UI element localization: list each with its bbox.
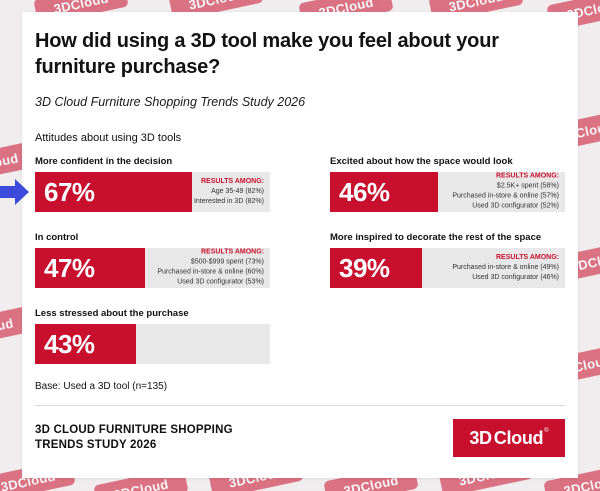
bar-less-stressed: Less stressed about the purchase 43%: [35, 307, 270, 364]
bar-value: 67%: [44, 176, 95, 207]
footer-study-name: 3D CLOUD FURNITURE SHOPPING TRENDS STUDY…: [35, 424, 233, 451]
bar-track: 47% RESULTS AMONG: $500-$999 spent (73%)…: [35, 248, 270, 288]
bar-track: 67% RESULTS AMONG: Age 35-49 (82%) Inter…: [35, 172, 270, 212]
results-block: RESULTS AMONG: $2.5K+ spent (58%) Purcha…: [452, 172, 559, 213]
results-line: Used 3D configurator (52%): [472, 203, 559, 211]
study-subtitle: 3D Cloud Furniture Shopping Trends Study…: [35, 95, 306, 109]
bar-label: In control: [35, 232, 79, 243]
results-line: $2.5K+ spent (58%): [496, 182, 559, 190]
results-line: Purchased in-store & online (60%): [157, 269, 264, 276]
page-title: How did using a 3D tool make you feel ab…: [35, 30, 499, 78]
bar-value: 39%: [339, 252, 390, 283]
logo-text-3d: 3D: [469, 427, 492, 448]
bar-fill: 47%: [35, 248, 146, 288]
results-line: Interested in 3D (82%): [193, 198, 264, 206]
bar-track: 46% RESULTS AMONG: $2.5K+ spent (58%) Pu…: [330, 172, 565, 212]
bar-excited: Excited about how the space would look 4…: [330, 155, 565, 212]
results-among-title: RESULTS AMONG:: [201, 177, 264, 185]
brand-logo: 3D Cloud ®: [453, 419, 565, 457]
footer-divider: [35, 405, 565, 406]
results-line: Used 3D configurator (53%): [177, 279, 264, 287]
results-among-title: RESULTS AMONG:: [496, 253, 559, 261]
results-line: Age 35-49 (82%): [211, 187, 264, 195]
report-card: How did using a 3D tool make you feel ab…: [22, 12, 578, 478]
results-line: $500-$999 spent (73%): [190, 258, 264, 266]
results-line: Purchased in-store & online (57%): [452, 193, 559, 200]
arrow-icon: [0, 179, 29, 205]
section-label: Attitudes about using 3D tools: [35, 132, 182, 144]
right-column: Excited about how the space would look 4…: [330, 155, 565, 364]
bar-in-control: In control 47% RESULTS AMONG: $500-$999 …: [35, 231, 270, 288]
bar-more-inspired: More inspired to decorate the rest of th…: [330, 231, 565, 288]
bar-columns: More confident in the decision 67% RESUL…: [35, 155, 565, 364]
results-block: RESULTS AMONG: Age 35-49 (82%) Intereste…: [194, 177, 264, 207]
results-among-title: RESULTS AMONG:: [201, 248, 264, 256]
bar-fill: 67%: [35, 172, 193, 212]
bar-track: 39% RESULTS AMONG: Purchased in-store & …: [330, 248, 565, 288]
base-note: Base: Used a 3D tool (n=135): [35, 381, 168, 392]
bar-value: 46%: [339, 176, 390, 207]
bar-value: 47%: [44, 252, 95, 283]
results-among-title: RESULTS AMONG:: [496, 172, 559, 180]
logo-text-cloud: Cloud: [493, 427, 544, 448]
bar-fill: 43%: [35, 324, 137, 364]
bar-label: More confident in the decision: [35, 156, 173, 167]
results-line: Used 3D configurator (46%): [472, 274, 559, 282]
bar-fill: 46%: [330, 172, 439, 212]
results-block: RESULTS AMONG: Purchased in-store & onli…: [452, 253, 559, 283]
bar-track: 43%: [35, 324, 270, 364]
bar-fill: 39%: [330, 248, 422, 288]
bar-more-confident: More confident in the decision 67% RESUL…: [35, 155, 270, 212]
bar-label: More inspired to decorate the rest of th…: [330, 232, 542, 243]
bar-label: Less stressed about the purchase: [35, 308, 189, 319]
left-column: More confident in the decision 67% RESUL…: [35, 155, 270, 364]
results-line: Purchased in-store & online (49%): [452, 263, 559, 271]
footer: 3D CLOUD FURNITURE SHOPPING TRENDS STUDY…: [35, 419, 565, 457]
results-block: RESULTS AMONG: $500-$999 spent (73%) Pur…: [157, 248, 264, 289]
bar-label: Excited about how the space would look: [330, 156, 513, 167]
bar-value: 43%: [44, 328, 95, 359]
registered-mark: ®: [544, 428, 549, 434]
